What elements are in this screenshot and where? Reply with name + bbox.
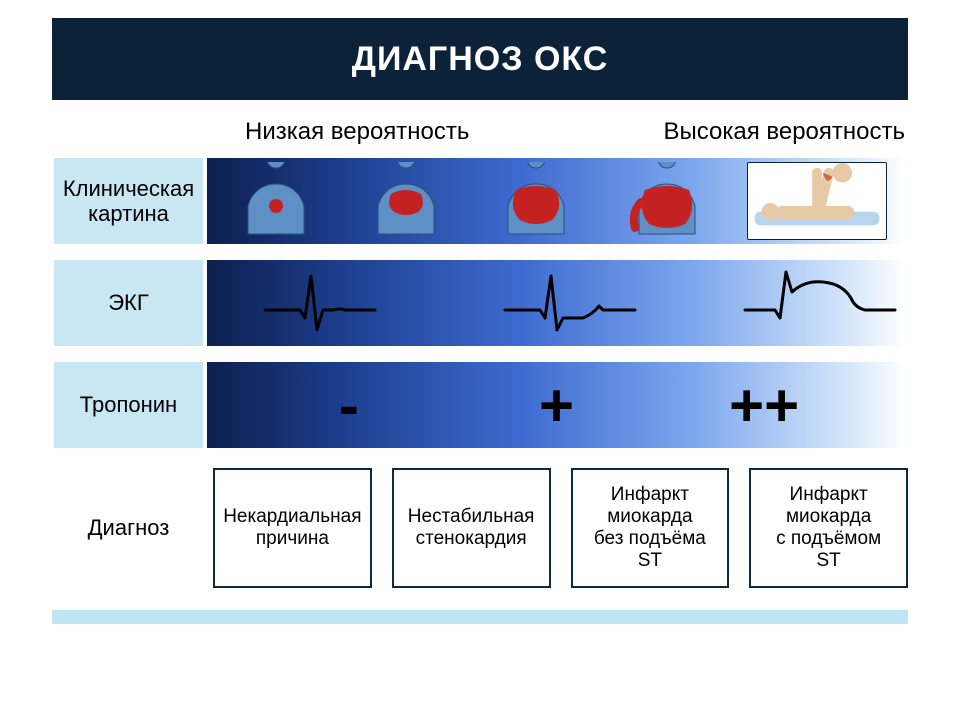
diagnosis-boxes: Некардиальнаяпричина Нестабильнаястенока… — [205, 468, 908, 588]
slide-title: ДИАГНОЗ ОКС — [352, 40, 609, 79]
diagnosis-box-1: Некардиальнаяпричина — [213, 468, 372, 588]
row-clinical-content — [205, 156, 908, 246]
row-troponin-content: - + ++ — [205, 360, 908, 450]
troponin-values: - + ++ — [205, 360, 908, 450]
torso-icon-2 — [356, 162, 456, 240]
row-diagnosis: Диагноз Некардиальнаяпричина Нестабильна… — [52, 468, 908, 588]
rows-container: Клиническаякартина — [52, 156, 908, 600]
slide: ДИАГНОЗ ОКС Низкая вероятность Высокая в… — [0, 0, 960, 720]
row-troponin: Тропонин - + ++ — [52, 360, 908, 450]
row-clinical-label: Клиническаякартина — [52, 156, 205, 246]
diagnosis-box-2: Нестабильнаястенокардия — [392, 468, 551, 588]
row-troponin-label: Тропонин — [52, 360, 205, 450]
troponin-value-2: + — [453, 371, 661, 440]
diagnosis-box-3: Инфарктмиокардабез подъёмаST — [571, 468, 730, 588]
row-diagnosis-content: Некардиальнаяпричина Нестабильнаястенока… — [205, 468, 908, 588]
ecg-trace-st-elevation-icon — [745, 272, 895, 318]
probability-labels: Низкая вероятность Высокая вероятность — [205, 118, 905, 146]
high-probability-label: Высокая вероятность — [663, 118, 905, 146]
title-band: ДИАГНОЗ ОКС — [52, 18, 908, 100]
torso-icon-4 — [617, 162, 717, 240]
troponin-value-3: ++ — [660, 371, 868, 440]
bottom-stripe — [52, 610, 908, 624]
ecg-traces — [205, 258, 908, 348]
torso-icon-3 — [486, 162, 586, 240]
row-diagnosis-label: Диагноз — [52, 468, 205, 588]
torso-icon-1 — [226, 162, 326, 240]
diagnosis-box-4: Инфарктмиокардас подъёмомST — [749, 468, 908, 588]
row-clinical: Клиническаякартина — [52, 156, 908, 246]
torsos-container — [205, 156, 908, 246]
row-ecg: ЭКГ — [52, 258, 908, 348]
ecg-trace-st-depression-icon — [505, 276, 635, 330]
ecg-trace-normal-icon — [265, 276, 375, 330]
row-ecg-label: ЭКГ — [52, 258, 205, 348]
troponin-value-1: - — [245, 371, 453, 440]
low-probability-label: Низкая вероятность — [245, 118, 469, 146]
cpr-illustration-icon — [747, 162, 887, 240]
row-ecg-content — [205, 258, 908, 348]
